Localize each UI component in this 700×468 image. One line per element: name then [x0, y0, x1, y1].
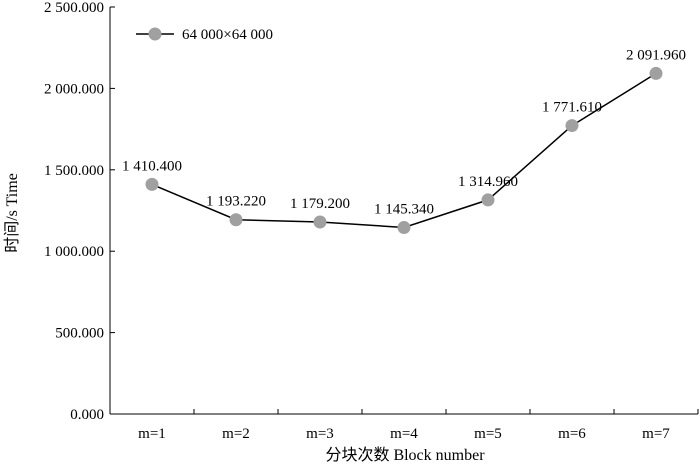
y-tick-label: 1 500.000: [44, 163, 104, 179]
y-tick-label: 2 500.000: [44, 0, 104, 16]
data-label: 1 145.340: [374, 202, 434, 218]
legend-label: 64 000×64 000: [182, 27, 273, 43]
y-tick-label: 500.000: [55, 326, 104, 342]
x-tick-label: m=7: [642, 426, 670, 442]
data-point: [481, 193, 495, 207]
x-tick-label: m=5: [474, 426, 502, 442]
data-label: 1 314.960: [458, 174, 518, 190]
x-axis-ticks: m=1 m=2 m=3 m=4 m=5 m=6 m=7: [138, 409, 699, 442]
y-axis-label: 时间/s Time: [3, 173, 21, 253]
data-label: 2 091.960: [626, 47, 686, 63]
y-tick-label: 2 000.000: [44, 81, 104, 97]
data-point: [229, 213, 243, 227]
data-label: 1 771.610: [542, 100, 602, 116]
data-point: [145, 177, 159, 191]
x-tick-label: m=3: [306, 426, 334, 442]
y-tick-label: 0.000: [70, 407, 104, 423]
y-axis-ticks: 0.000 500.000 1 000.000 1 500.000 2 000.000 2…: [44, 0, 115, 423]
y-tick-label: 1 000.000: [44, 244, 104, 260]
x-tick-label: m=4: [390, 426, 418, 442]
data-point: [397, 221, 411, 235]
data-label: 1 179.200: [290, 196, 350, 212]
data-point: [565, 119, 579, 133]
x-tick-label: m=2: [222, 426, 250, 442]
series-layer: 1 410.400 1 193.220 1 179.200 1 145.340 1 31…: [122, 47, 686, 235]
series-0: 1 410.400 1 193.220 1 179.200 1 145.340 1 31…: [122, 47, 686, 235]
data-point: [649, 66, 663, 80]
legend: 64 000×64 000: [136, 27, 273, 43]
legend-marker: [148, 27, 162, 41]
data-point: [313, 215, 327, 229]
data-label: 1 193.220: [206, 194, 266, 210]
axes: [109, 7, 698, 415]
x-axis-label: 分块次数 Block number: [325, 446, 485, 464]
x-tick-label: m=1: [138, 426, 166, 442]
data-label: 1 410.400: [122, 158, 182, 174]
x-tick-label: m=6: [558, 426, 586, 442]
